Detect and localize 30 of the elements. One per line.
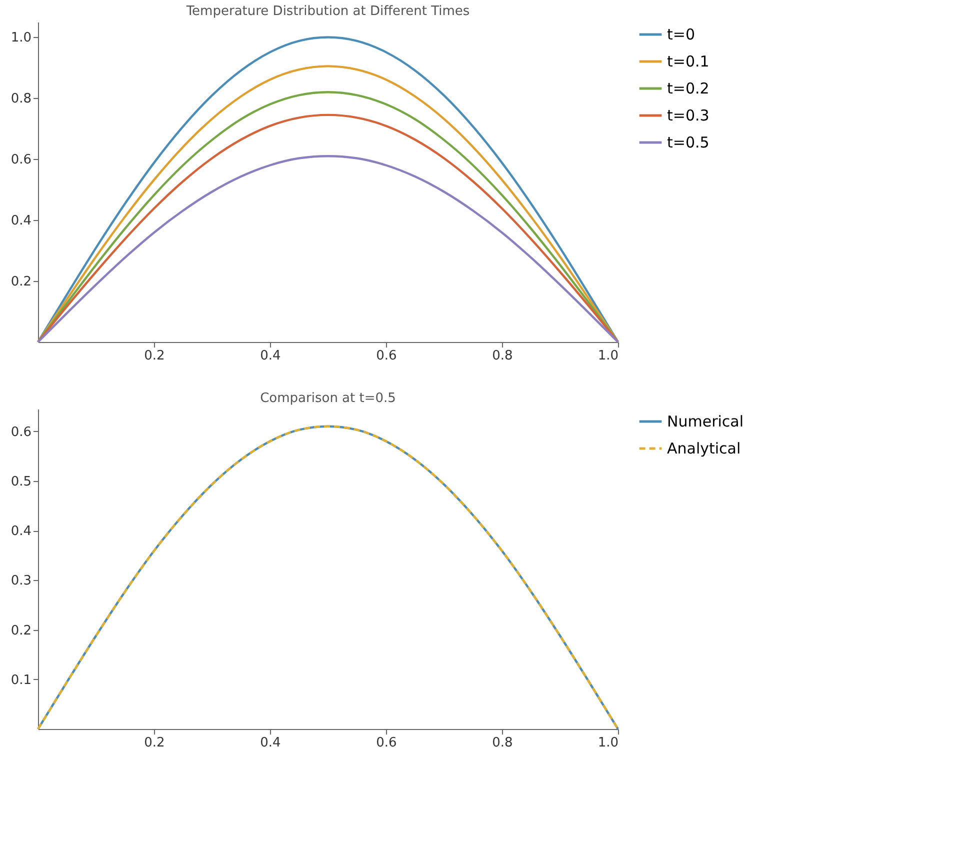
legend-label: t=0.5 [667, 134, 710, 152]
chart-title: Comparison at t=0.5 [260, 391, 396, 406]
x-tick-label: 0.8 [492, 736, 513, 750]
x-tick-label: 0.6 [376, 736, 397, 750]
y-tick-label: 0.5 [10, 474, 32, 490]
x-tick-label: 0.2 [144, 736, 165, 750]
y-tick-label: 0.4 [10, 524, 32, 540]
y-tick-label: 0.4 [10, 214, 32, 229]
y-tick-label: 0.6 [10, 424, 32, 440]
y-tick-label: 0.8 [10, 92, 32, 107]
y-tick-label: 0.2 [10, 274, 32, 290]
y-tick-label: 0.1 [10, 672, 32, 688]
legend-label: t=0.2 [667, 80, 710, 98]
y-tick-label: 1.0 [10, 30, 32, 46]
y-tick-label: 0.3 [10, 574, 32, 589]
y-tick-label: 0.6 [10, 152, 32, 168]
x-tick-label: 0.4 [260, 736, 281, 750]
legend-label: t=0.3 [667, 106, 710, 124]
x-tick-label: 0.2 [144, 348, 165, 364]
x-tick-label: 1.0 [598, 348, 618, 364]
legend-label: t=0.1 [667, 52, 710, 70]
x-tick-label: 0.6 [376, 348, 397, 364]
x-tick-label: 0.4 [260, 348, 281, 364]
legend-label: t=0 [667, 26, 695, 44]
y-tick-label: 0.2 [10, 623, 32, 638]
legend-label: Analytical [667, 440, 741, 458]
chart-title: Temperature Distribution at Different Times [185, 4, 470, 19]
legend-label: Numerical [667, 412, 744, 430]
x-tick-label: 0.8 [492, 348, 513, 364]
x-tick-label: 1.0 [598, 736, 618, 750]
